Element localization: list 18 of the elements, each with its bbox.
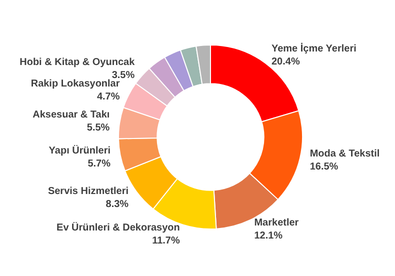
slice-label: Yeme İçme Yerleri xyxy=(271,42,357,54)
slice-label: Moda & Tekstil xyxy=(310,148,380,160)
data-label: 16.5% xyxy=(310,161,338,172)
slice-label: Rakip Lokasyonlar xyxy=(30,78,120,90)
slice-label: Yapı Ürünleri xyxy=(48,144,111,156)
data-label: 4.7% xyxy=(96,92,120,103)
data-label: 11.7% xyxy=(152,236,180,247)
data-label: 20.4% xyxy=(271,56,300,68)
slice-label: Servis Hizmetleri xyxy=(48,186,129,197)
data-label: 12.1% xyxy=(254,230,283,242)
slice-label: Marketler xyxy=(254,217,299,228)
data-label: 8.3% xyxy=(106,198,129,210)
data-label: 5.5% xyxy=(86,122,110,134)
slice-label: Ev Ürünleri & Dekorasyon xyxy=(56,222,180,234)
data-label: 3.5% xyxy=(112,70,135,82)
slice-label: Hobi & Kitap & Oyuncak xyxy=(20,57,136,68)
data-label: 5.7% xyxy=(88,158,111,170)
slice-label: Aksesuar & Takı xyxy=(32,110,110,121)
